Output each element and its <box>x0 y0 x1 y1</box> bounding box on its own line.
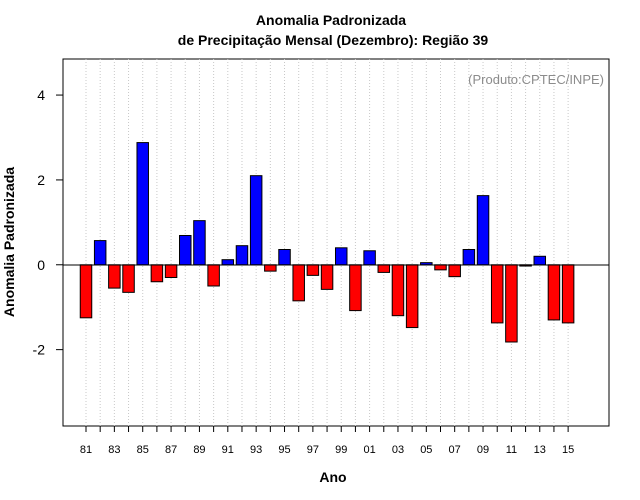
x-tick-label: 09 <box>477 444 489 456</box>
bar-1982 <box>93 240 107 266</box>
x-tick-label: 83 <box>108 444 120 456</box>
bar-2008 <box>462 249 476 266</box>
bar-1995 <box>278 249 291 266</box>
x-axis: 81 83 85 87 89 91 93 95 97 99 01 03 05 07 09 11 13 15 <box>80 426 574 456</box>
bar-1983 <box>108 264 121 289</box>
y-tick-label: 0 <box>37 257 45 273</box>
bar-2003 <box>391 264 405 317</box>
bar-1989 <box>193 220 206 266</box>
x-tick-label: 89 <box>193 444 205 456</box>
source-label: (Produto:CPTEC/INPE) <box>468 72 604 87</box>
bar-1986 <box>150 264 164 283</box>
bar-1996 <box>292 264 305 302</box>
x-tick-label: 97 <box>307 444 319 456</box>
bar-1997 <box>306 264 320 276</box>
y-tick-label: -2 <box>33 342 46 358</box>
bar-2010 <box>490 264 504 324</box>
bar-1998 <box>320 264 334 290</box>
bar-1987 <box>164 264 178 279</box>
bar-2009 <box>476 195 490 266</box>
y-axis-label: Anomalia Padronizada <box>1 167 17 317</box>
bar-2007 <box>448 264 461 278</box>
bar-2011 <box>505 264 518 343</box>
x-tick-label: 81 <box>80 444 92 456</box>
x-tick-label: 87 <box>165 444 177 456</box>
x-tick-label: 93 <box>250 444 262 456</box>
bar-2013 <box>533 255 547 266</box>
x-tick-label: 85 <box>137 444 149 456</box>
bar-1999 <box>334 247 348 266</box>
x-axis-label: Ano <box>319 469 346 485</box>
y-tick-label: 2 <box>37 172 45 188</box>
grid-lines <box>85 59 569 426</box>
x-tick-label: 13 <box>534 444 546 456</box>
bar-2000 <box>349 264 362 312</box>
plot-frame <box>62 58 610 427</box>
bar-1984 <box>122 264 135 293</box>
bar-1990 <box>207 264 220 287</box>
x-tick-label: 11 <box>506 444 517 456</box>
chart-subtitle: de Precipitação Mensal (Dezembro): Regiã… <box>178 32 489 48</box>
x-tick-label: 03 <box>392 444 404 456</box>
x-tick-label: 15 <box>562 444 574 456</box>
bar-2004 <box>405 264 419 329</box>
x-tick-label: 05 <box>420 444 432 456</box>
bar-2005 <box>420 262 433 266</box>
x-tick-label: 95 <box>278 444 290 456</box>
bar-1992 <box>235 245 249 266</box>
bar-1993 <box>249 175 263 266</box>
bar-1985 <box>136 142 149 266</box>
x-tick-label: 91 <box>222 444 234 456</box>
y-axis: -2 0 2 4 <box>33 87 63 358</box>
chart-title: Anomalia Padronizada <box>256 12 406 28</box>
x-tick-label: 01 <box>363 444 375 456</box>
bar-2002 <box>377 264 391 273</box>
bar-2014 <box>547 264 561 321</box>
bar-2015 <box>561 264 575 324</box>
bar-2006 <box>434 264 447 271</box>
bar-1994 <box>264 264 277 272</box>
bar-1991 <box>221 259 235 266</box>
bar-2001 <box>363 250 376 266</box>
y-tick-label: 4 <box>37 87 45 103</box>
bar-1988 <box>179 234 192 266</box>
x-tick-label: 07 <box>449 444 461 456</box>
bars <box>79 142 575 343</box>
x-tick-label: 99 <box>335 444 347 456</box>
bar-1981 <box>79 264 93 319</box>
